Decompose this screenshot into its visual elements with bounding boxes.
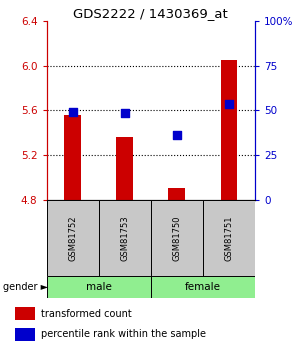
Bar: [64, 115, 81, 200]
Text: gender ►: gender ►: [3, 282, 48, 292]
Text: percentile rank within the sample: percentile rank within the sample: [40, 329, 206, 339]
Point: [226, 101, 231, 106]
Bar: [15, 307, 35, 320]
Point: [174, 132, 179, 138]
Bar: [151, 276, 255, 298]
Bar: [99, 200, 151, 276]
Text: GSM81750: GSM81750: [172, 215, 181, 261]
Bar: [15, 328, 35, 341]
Text: GSM81751: GSM81751: [224, 215, 233, 261]
Bar: [220, 60, 237, 200]
Bar: [203, 200, 255, 276]
Text: female: female: [185, 282, 221, 292]
Bar: [151, 200, 203, 276]
Bar: [116, 137, 133, 200]
Text: GSM81753: GSM81753: [120, 215, 129, 261]
Bar: [46, 276, 151, 298]
Bar: [46, 200, 99, 276]
Bar: [169, 188, 185, 200]
Text: GSM81752: GSM81752: [68, 215, 77, 261]
Point: [122, 110, 127, 116]
Text: transformed count: transformed count: [40, 308, 131, 318]
Text: male: male: [86, 282, 112, 292]
Title: GDS2222 / 1430369_at: GDS2222 / 1430369_at: [74, 7, 228, 20]
Point: [70, 109, 75, 114]
